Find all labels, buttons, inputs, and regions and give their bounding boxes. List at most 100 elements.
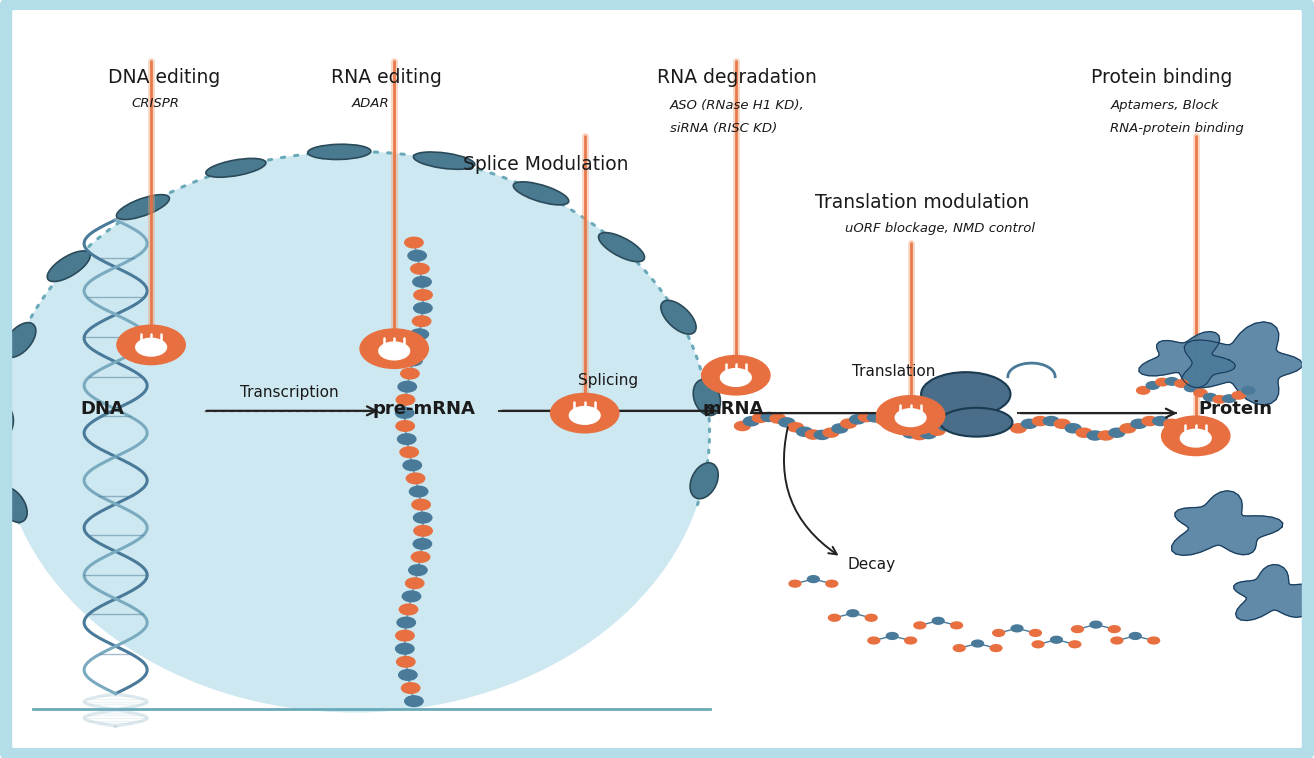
- Text: DNA: DNA: [80, 400, 125, 418]
- Circle shape: [1180, 429, 1212, 447]
- Circle shape: [396, 644, 414, 654]
- Circle shape: [823, 428, 838, 437]
- Text: Splicing: Splicing: [578, 373, 639, 388]
- Text: RNA-protein binding: RNA-protein binding: [1110, 122, 1244, 135]
- Circle shape: [993, 629, 1004, 637]
- Circle shape: [788, 581, 802, 587]
- Circle shape: [1043, 416, 1059, 425]
- Circle shape: [396, 631, 414, 641]
- Ellipse shape: [690, 463, 719, 499]
- Circle shape: [1194, 389, 1208, 396]
- Circle shape: [414, 512, 432, 523]
- Polygon shape: [1139, 331, 1235, 387]
- Circle shape: [867, 413, 883, 422]
- Circle shape: [117, 325, 185, 365]
- Text: mRNA: mRNA: [703, 400, 763, 418]
- Ellipse shape: [0, 487, 28, 522]
- Circle shape: [413, 539, 431, 550]
- Circle shape: [396, 421, 414, 431]
- Circle shape: [1120, 424, 1135, 433]
- Circle shape: [402, 591, 420, 602]
- Ellipse shape: [940, 408, 1012, 437]
- Text: Translation: Translation: [851, 364, 936, 379]
- Circle shape: [1137, 387, 1150, 394]
- Circle shape: [1242, 387, 1255, 394]
- Circle shape: [752, 413, 767, 422]
- Circle shape: [815, 431, 830, 440]
- Circle shape: [807, 576, 820, 583]
- Circle shape: [850, 415, 866, 424]
- Ellipse shape: [661, 300, 696, 334]
- Ellipse shape: [307, 144, 371, 159]
- Circle shape: [720, 368, 752, 387]
- Circle shape: [886, 632, 899, 640]
- Circle shape: [1129, 632, 1141, 640]
- Circle shape: [1110, 637, 1122, 644]
- Circle shape: [929, 426, 945, 435]
- Circle shape: [410, 329, 428, 340]
- Circle shape: [702, 356, 770, 395]
- Text: siRNA (RISC KD): siRNA (RISC KD): [670, 122, 778, 135]
- Ellipse shape: [414, 152, 474, 169]
- Circle shape: [904, 637, 917, 644]
- Ellipse shape: [0, 152, 710, 713]
- Circle shape: [865, 614, 878, 622]
- Text: pre-mRNA: pre-mRNA: [373, 400, 476, 418]
- Circle shape: [846, 609, 859, 617]
- Circle shape: [796, 428, 812, 437]
- Circle shape: [1184, 384, 1197, 392]
- Circle shape: [903, 429, 918, 438]
- Circle shape: [1070, 641, 1080, 647]
- Circle shape: [825, 581, 838, 587]
- Ellipse shape: [206, 158, 265, 177]
- Circle shape: [1076, 428, 1092, 437]
- Text: Transcription: Transcription: [239, 385, 339, 400]
- Circle shape: [770, 414, 786, 423]
- Circle shape: [1108, 626, 1120, 632]
- Circle shape: [1109, 428, 1125, 437]
- Circle shape: [407, 342, 426, 352]
- Circle shape: [405, 237, 423, 248]
- Text: Translation modulation: Translation modulation: [815, 193, 1029, 212]
- Text: Decay: Decay: [848, 557, 895, 572]
- Polygon shape: [1181, 322, 1302, 405]
- Ellipse shape: [0, 404, 13, 440]
- Circle shape: [406, 578, 424, 588]
- Text: RNA degradation: RNA degradation: [657, 68, 817, 87]
- Circle shape: [895, 409, 926, 427]
- Circle shape: [744, 417, 759, 426]
- Circle shape: [1031, 641, 1043, 647]
- Circle shape: [867, 637, 880, 644]
- Circle shape: [414, 302, 432, 313]
- Circle shape: [398, 434, 417, 444]
- Text: DNA editing: DNA editing: [108, 68, 219, 87]
- Text: Aptamers, Block: Aptamers, Block: [1110, 99, 1219, 112]
- Circle shape: [787, 423, 803, 432]
- Circle shape: [886, 420, 901, 429]
- Ellipse shape: [117, 195, 170, 220]
- Circle shape: [1162, 416, 1230, 456]
- Circle shape: [1087, 431, 1102, 440]
- Circle shape: [411, 500, 430, 510]
- Text: Splice Modulation: Splice Modulation: [463, 155, 628, 174]
- Ellipse shape: [694, 380, 720, 415]
- Circle shape: [1010, 424, 1026, 433]
- Circle shape: [971, 640, 983, 647]
- Polygon shape: [1234, 565, 1314, 621]
- Circle shape: [1175, 380, 1188, 387]
- Circle shape: [779, 418, 795, 427]
- Circle shape: [1166, 377, 1179, 385]
- Circle shape: [378, 342, 410, 360]
- Circle shape: [1142, 416, 1158, 425]
- Ellipse shape: [47, 251, 91, 281]
- Circle shape: [413, 316, 431, 327]
- Circle shape: [1164, 419, 1180, 428]
- Circle shape: [403, 460, 422, 471]
- Circle shape: [397, 617, 415, 628]
- Text: Protein: Protein: [1198, 400, 1272, 418]
- Circle shape: [921, 430, 937, 439]
- Circle shape: [1213, 396, 1226, 403]
- Text: ASO (RNase H1 KD),: ASO (RNase H1 KD),: [670, 99, 805, 112]
- Circle shape: [398, 669, 417, 680]
- Circle shape: [1021, 419, 1037, 428]
